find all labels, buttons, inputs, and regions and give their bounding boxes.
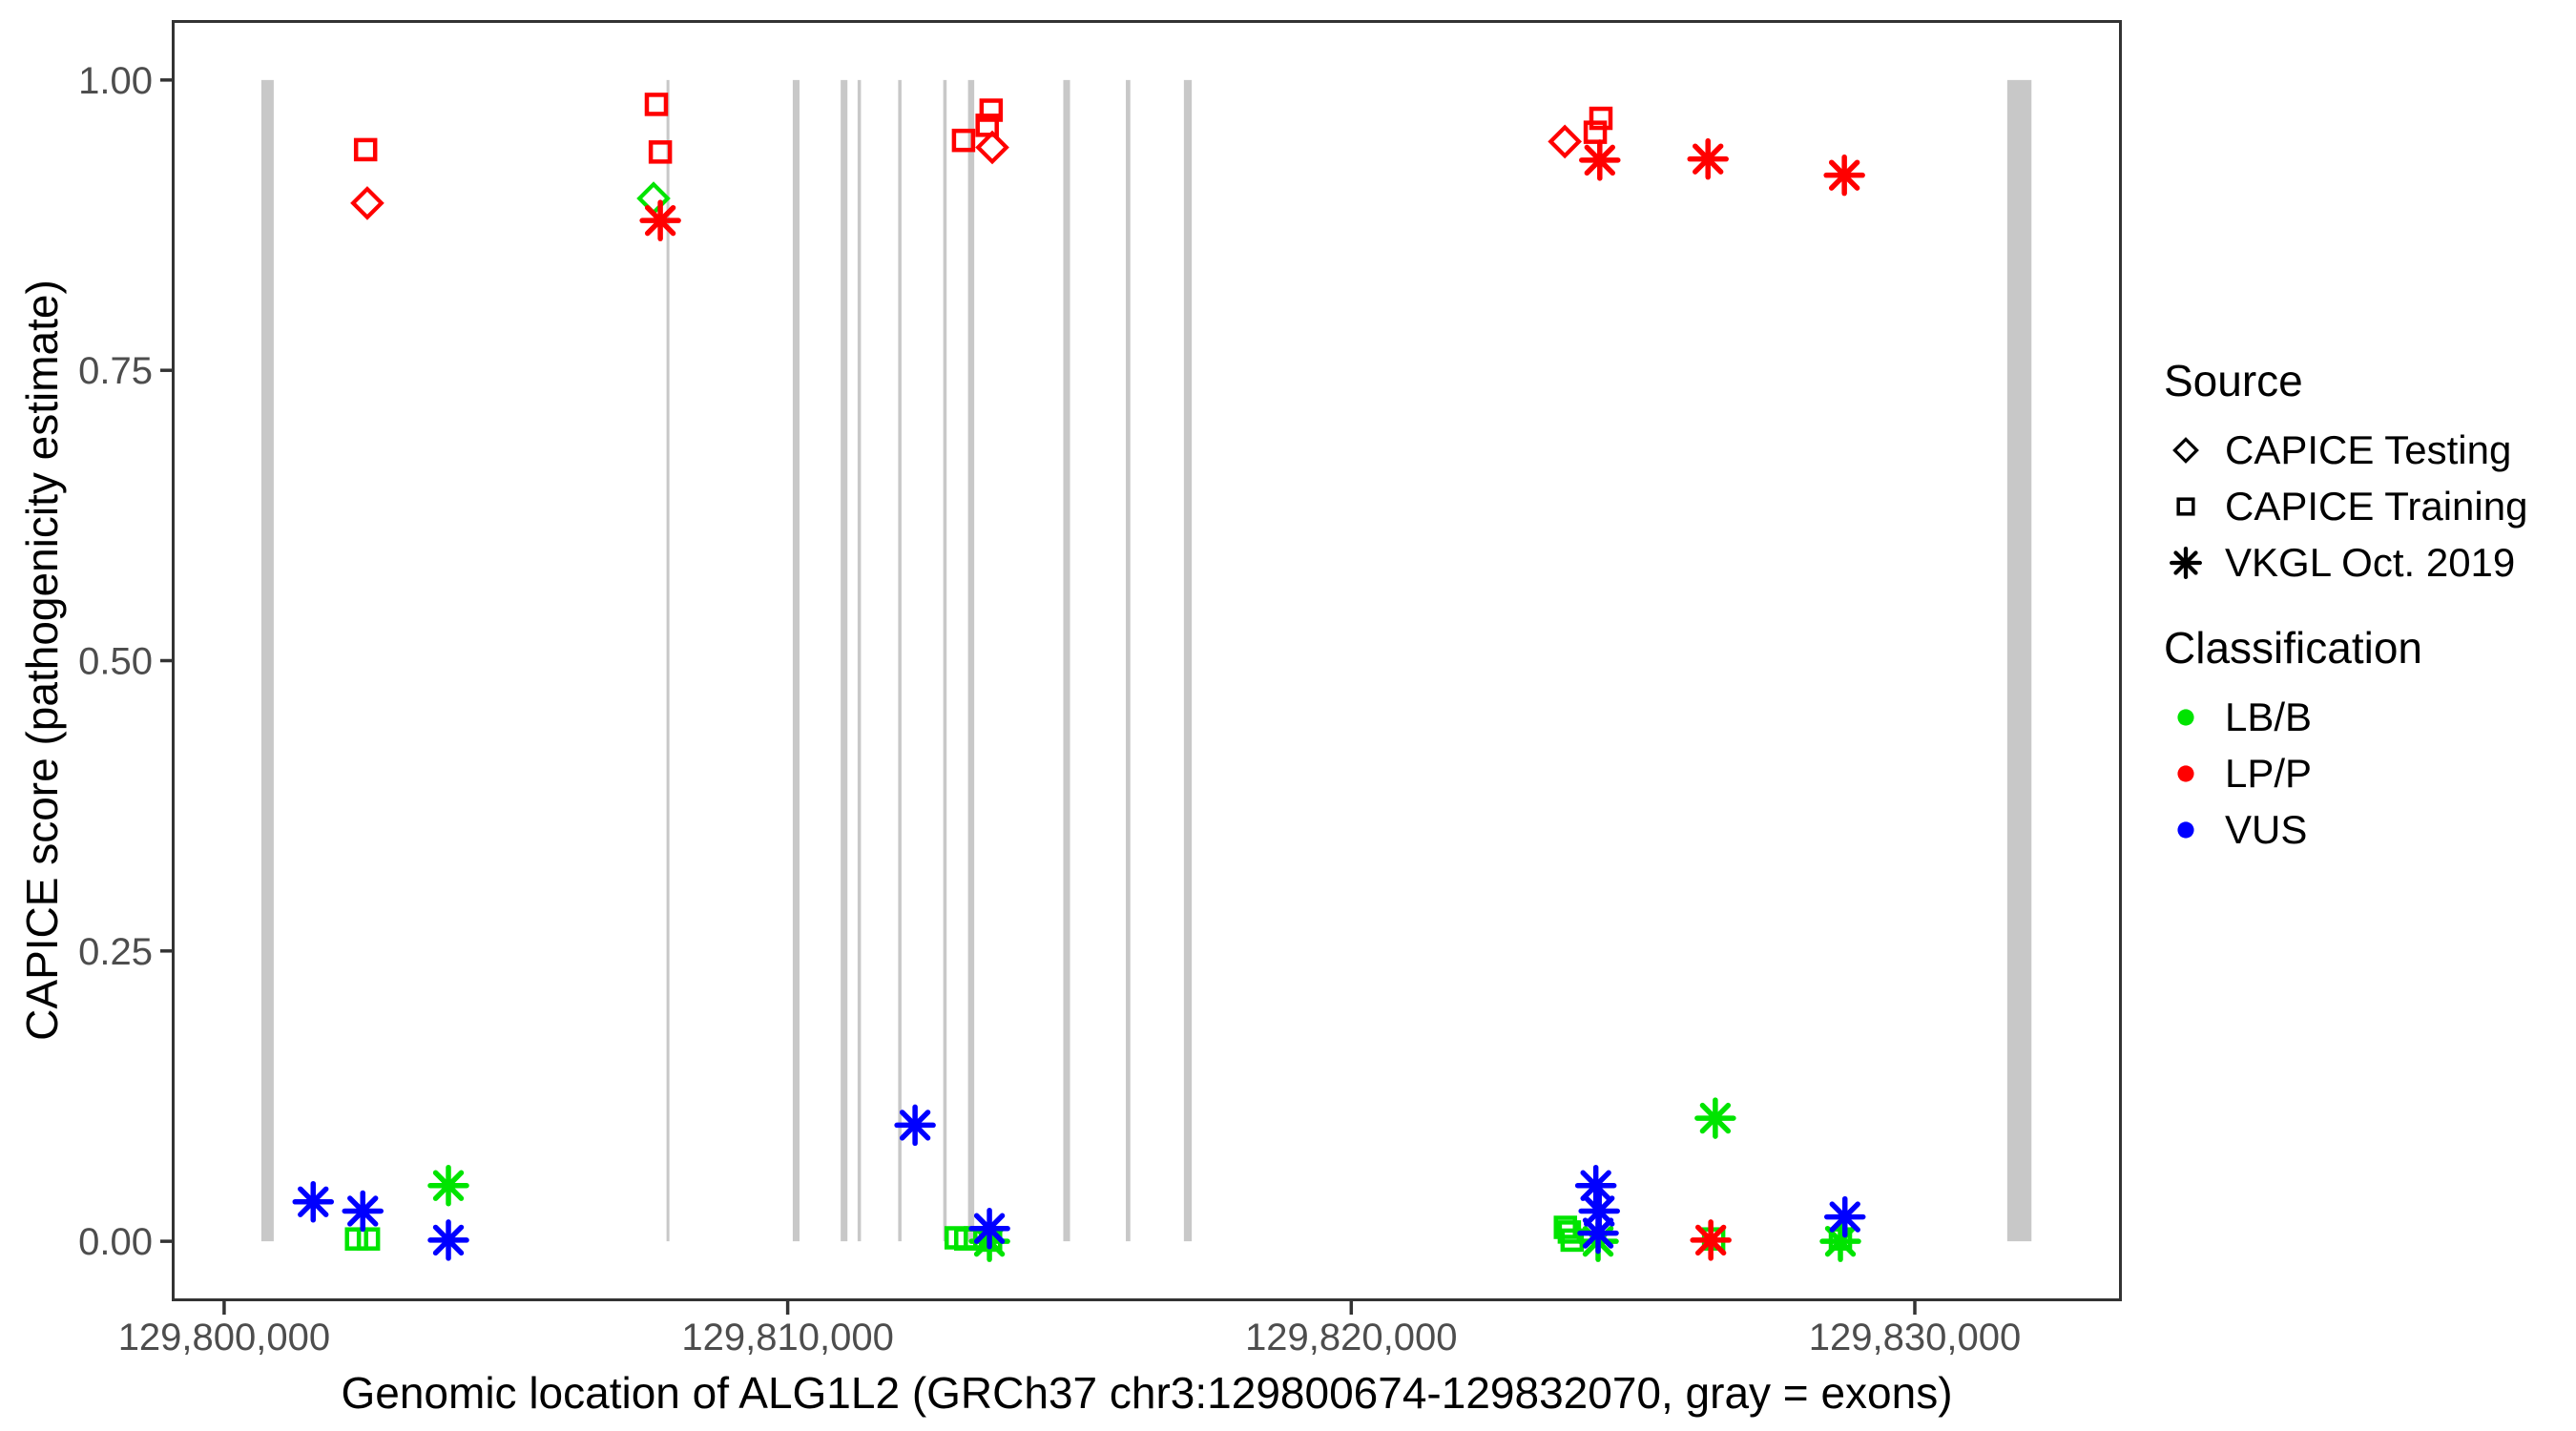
exon-bar bbox=[1183, 79, 1193, 1242]
legend-item-label: CAPICE Training bbox=[2225, 483, 2528, 529]
legend-item: LP/P bbox=[2164, 745, 2574, 801]
exon-bar bbox=[792, 79, 800, 1242]
dot-legend-icon bbox=[2177, 764, 2194, 782]
dot-legend-icon bbox=[2177, 708, 2194, 726]
y-tick-label: 0.75 bbox=[78, 350, 153, 392]
marker-square bbox=[648, 140, 673, 164]
marker-square bbox=[644, 93, 669, 116]
exon-bar bbox=[2006, 79, 2032, 1242]
legend-item: VKGL Oct. 2019 bbox=[2164, 534, 2574, 591]
marker-asterisk bbox=[1584, 1195, 1615, 1227]
marker-dot bbox=[2177, 820, 2194, 839]
legend-item-label: LB/B bbox=[2225, 694, 2313, 739]
exon-bar bbox=[666, 79, 670, 1242]
exon-bar bbox=[1126, 79, 1131, 1242]
marker-square bbox=[1589, 106, 1613, 131]
marker-square bbox=[353, 137, 378, 162]
marker-diamond bbox=[636, 181, 671, 216]
marker-square bbox=[1553, 1215, 1578, 1239]
x-tick-label: 129,820,000 bbox=[1245, 1317, 1457, 1358]
plot-panel bbox=[172, 20, 2122, 1301]
exon-bar bbox=[841, 79, 848, 1242]
marker-square bbox=[951, 128, 976, 153]
exon-bar bbox=[260, 79, 274, 1242]
x-tick-label: 129,800,000 bbox=[118, 1317, 330, 1358]
legend-source: Source CAPICE Testing CAPICE Training VKGL… bbox=[2164, 355, 2574, 591]
y-tick-label: 0.50 bbox=[78, 641, 153, 683]
marker-asterisk bbox=[432, 1224, 465, 1256]
legend-item: VUS bbox=[2164, 801, 2574, 858]
marker-diamond bbox=[975, 130, 1009, 165]
marker-asterisk bbox=[973, 1213, 1006, 1244]
exon-bar bbox=[857, 79, 862, 1242]
marker-asterisk bbox=[1828, 159, 1860, 191]
y-tick-label: 0.25 bbox=[78, 931, 153, 973]
x-axis-title: Genomic location of ALG1L2 (GRCh37 chr3:… bbox=[341, 1368, 1953, 1418]
marker-dot bbox=[2177, 708, 2194, 726]
marker-dot bbox=[2177, 764, 2194, 782]
legend-classification: Classification LB/B LP/P VUS bbox=[2164, 622, 2574, 858]
legend-classification-title: Classification bbox=[2164, 623, 2422, 673]
legend-item: CAPICE Training bbox=[2164, 478, 2574, 534]
marker-asterisk bbox=[2173, 550, 2198, 575]
y-axis-title: CAPICE score (pathogenicity estimate) bbox=[17, 280, 67, 1041]
legend-item-label: CAPICE Testing bbox=[2225, 426, 2512, 472]
marker-asterisk bbox=[644, 204, 676, 237]
marker-asterisk bbox=[1829, 1201, 1860, 1233]
marker-square bbox=[1583, 120, 1608, 144]
marker-asterisk bbox=[347, 1195, 379, 1227]
legend-source-title: Source bbox=[2164, 356, 2303, 405]
marker-asterisk bbox=[1694, 1224, 1727, 1256]
marker-square bbox=[975, 114, 999, 137]
legend-item: CAPICE Testing bbox=[2164, 422, 2574, 478]
legend-item: LB/B bbox=[2164, 689, 2574, 745]
marker-diamond bbox=[2172, 436, 2199, 464]
marker-asterisk bbox=[1584, 144, 1615, 176]
diamond-legend-icon bbox=[2172, 436, 2199, 464]
dot-legend-icon bbox=[2177, 820, 2194, 839]
asterisk-legend-icon bbox=[2170, 546, 2202, 579]
y-tick-label: 0.00 bbox=[78, 1221, 153, 1263]
exon-bar bbox=[898, 79, 902, 1242]
marker-asterisk bbox=[298, 1186, 329, 1217]
marker-asterisk bbox=[1580, 1170, 1611, 1201]
exon-bar bbox=[1063, 79, 1070, 1242]
x-tick-label: 129,810,000 bbox=[681, 1317, 893, 1358]
marker-asterisk bbox=[1699, 1102, 1732, 1134]
marker-asterisk bbox=[1582, 1217, 1614, 1249]
x-tick-label: 129,830,000 bbox=[1809, 1317, 2021, 1358]
marker-diamond bbox=[1548, 124, 1582, 159]
marker-square bbox=[979, 98, 1004, 122]
exon-bar bbox=[943, 79, 947, 1242]
legend-item-label: LP/P bbox=[2225, 750, 2313, 796]
marker-square bbox=[2176, 496, 2195, 516]
square-legend-icon bbox=[2176, 496, 2195, 516]
legend-item-label: VUS bbox=[2225, 806, 2308, 852]
y-tick-label: 1.00 bbox=[78, 60, 153, 102]
marker-asterisk bbox=[1693, 143, 1724, 175]
marker-asterisk bbox=[899, 1110, 931, 1141]
exon-bar bbox=[967, 79, 975, 1242]
legend-item-label: VKGL Oct. 2019 bbox=[2225, 539, 2516, 585]
marker-square bbox=[356, 1227, 381, 1251]
marker-asterisk bbox=[1824, 1225, 1857, 1257]
marker-square bbox=[344, 1227, 368, 1251]
marker-asterisk bbox=[432, 1170, 465, 1201]
marker-diamond bbox=[350, 186, 384, 220]
